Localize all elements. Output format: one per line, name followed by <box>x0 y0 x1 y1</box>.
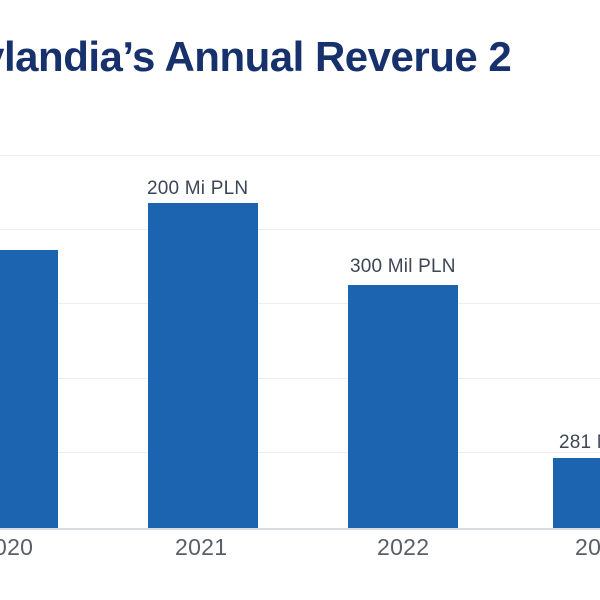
gridline <box>0 229 600 230</box>
x-tick-label-2020: 020 <box>0 534 34 560</box>
x-tick-label-2023: 20 <box>575 534 600 560</box>
bar-2022[interactable] <box>348 285 458 528</box>
gridline <box>0 378 600 379</box>
x-tick-label-2022: 2022 <box>377 534 430 560</box>
gridline <box>0 303 600 304</box>
bar-value-label-2022: 300 Mil PLN <box>350 256 456 277</box>
bar-2023[interactable] <box>553 458 600 528</box>
bar-2021[interactable] <box>148 203 258 528</box>
gridline <box>0 452 600 453</box>
x-tick-label-2021: 2021 <box>175 534 228 560</box>
bar-value-label-2021: 200 Mi PLN <box>147 178 249 199</box>
bars-layer <box>0 203 600 528</box>
gridline <box>0 155 600 156</box>
bar-value-label-2023: 281 M <box>559 432 600 453</box>
chart-title: gylandia’s Annual Reverue 2 <box>0 33 512 80</box>
bar-2020[interactable] <box>0 250 58 528</box>
x-axis-line <box>0 528 600 530</box>
